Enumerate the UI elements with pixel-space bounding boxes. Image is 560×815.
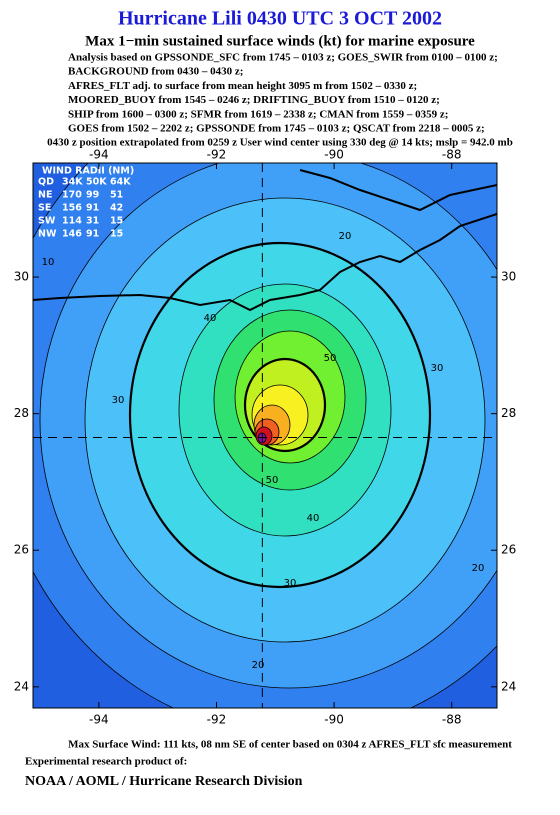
legend-cell: 15	[110, 216, 123, 227]
x-tick-label: -94	[89, 713, 109, 727]
analysis-line: AFRES_FLT adj. to surface from mean heig…	[68, 80, 417, 92]
legend-cell: SE	[38, 203, 51, 214]
contour-label: 40	[204, 313, 217, 324]
x-tick-label: -92	[207, 148, 227, 162]
wind-field	[33, 163, 497, 708]
analysis-line: MOORED_BUOY from 1545 – 0246 z; DRIFTING…	[68, 94, 440, 106]
analysis-line: BACKGROUND from 0430 – 0430 z;	[68, 66, 243, 78]
y-tick-label: 30	[14, 270, 29, 284]
legend-cell: 42	[110, 203, 123, 214]
map-overlay: 10 20 20 20 30 30 30 40 40 50 50 WIND RADII (NM)QD 3…	[33, 163, 497, 708]
analysis-line: GOES from 1502 – 2202 z; GPSSONDE from 1…	[68, 123, 485, 135]
legend-header: QD	[38, 177, 54, 188]
map-frame	[32, 162, 498, 709]
legend-cell: 15	[110, 229, 123, 240]
y-tick-label: 24	[501, 679, 516, 693]
legend-cell: NE	[38, 190, 52, 201]
y-tick-label: 26	[501, 543, 516, 557]
x-tick-label: -94	[89, 148, 109, 162]
contour-label: 20	[252, 660, 265, 671]
legend-header: 34K	[62, 177, 83, 188]
y-tick-label: 26	[14, 543, 29, 557]
legend-cell: 31	[86, 216, 99, 227]
legend-cell: NW	[38, 229, 57, 240]
title: Hurricane Lili 0430 UTC 3 OCT 2002	[118, 8, 442, 30]
y-tick-label: 28	[14, 406, 29, 420]
analysis-line: Analysis based on GPSSONDE_SFC from 1745…	[68, 52, 498, 64]
credit-intro: Experimental research product of:	[25, 756, 187, 768]
legend-cell: 156	[62, 203, 82, 214]
y-tick-label: 24	[14, 679, 29, 693]
analysis-line: 0430 z position extrapolated from 0259 z…	[47, 137, 513, 149]
contour-label: 20	[472, 563, 485, 574]
footer: Max Surface Wind: 111 kts, 08 nm SE of c…	[68, 739, 512, 751]
x-tick-label: -92	[207, 713, 227, 727]
x-tick-label: -90	[324, 148, 344, 162]
legend-title: WIND RADII (NM)	[42, 166, 134, 177]
contour-label: 30	[284, 578, 297, 589]
legend-cell: 114	[62, 216, 82, 227]
legend-cell: 170	[62, 190, 82, 201]
contour-label: 30	[431, 363, 444, 374]
coastline	[33, 169, 497, 312]
x-tick-label: -90	[324, 713, 344, 727]
legend-header: 50K	[86, 177, 107, 188]
y-tick-label: 28	[501, 406, 516, 420]
legend-cell: 91	[86, 203, 99, 214]
contour-label: 20	[339, 231, 352, 242]
credit: NOAA / AOML / Hurricane Research Divisio…	[25, 774, 303, 789]
analysis-line: SHIP from 1600 – 0300 z; SFMR from 1619 …	[68, 108, 448, 120]
x-tick-label: -88	[442, 713, 462, 727]
contour-label: 30	[112, 395, 125, 406]
contour-label: 50	[266, 475, 279, 486]
contour-label: 40	[307, 513, 320, 524]
legend-header: 64K	[110, 177, 131, 188]
contour-label: 50	[324, 353, 337, 364]
legend-cell: 99	[86, 190, 99, 201]
contour-label: 10	[42, 257, 55, 268]
subtitle: Max 1−min sustained surface winds (kt) f…	[85, 33, 475, 49]
legend-cell: 91	[86, 229, 99, 240]
y-tick-label: 30	[501, 270, 516, 284]
legend-cell: SW	[38, 216, 56, 227]
legend-cell: 146	[62, 229, 82, 240]
x-tick-label: -88	[442, 148, 462, 162]
legend-cell: 51	[110, 190, 123, 201]
